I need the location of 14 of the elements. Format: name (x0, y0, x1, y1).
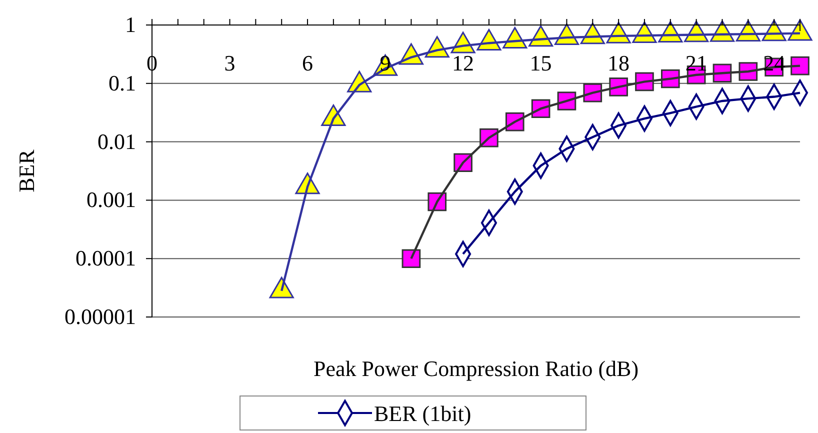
y-tick-label: 0.1 (108, 70, 136, 96)
y-axis-title: BER (14, 149, 39, 192)
x-axis-title: Peak Power Compression Ratio (dB) (313, 356, 639, 381)
x-tick-label: 12 (452, 50, 474, 76)
x-tick-label: 3 (224, 50, 236, 76)
x-tick-label: 6 (302, 50, 314, 76)
x-tick-label: 18 (608, 50, 630, 76)
y-tick-label: 0.01 (98, 128, 136, 154)
y-tick-label: 1 (125, 12, 136, 38)
y-tick-label: 0.001 (86, 187, 136, 212)
legend-label: BER (1bit) (374, 401, 472, 426)
y-tick-label: 0.00001 (64, 304, 136, 330)
x-tick-label: 15 (530, 50, 552, 76)
y-tick-label: 0.0001 (76, 246, 136, 271)
